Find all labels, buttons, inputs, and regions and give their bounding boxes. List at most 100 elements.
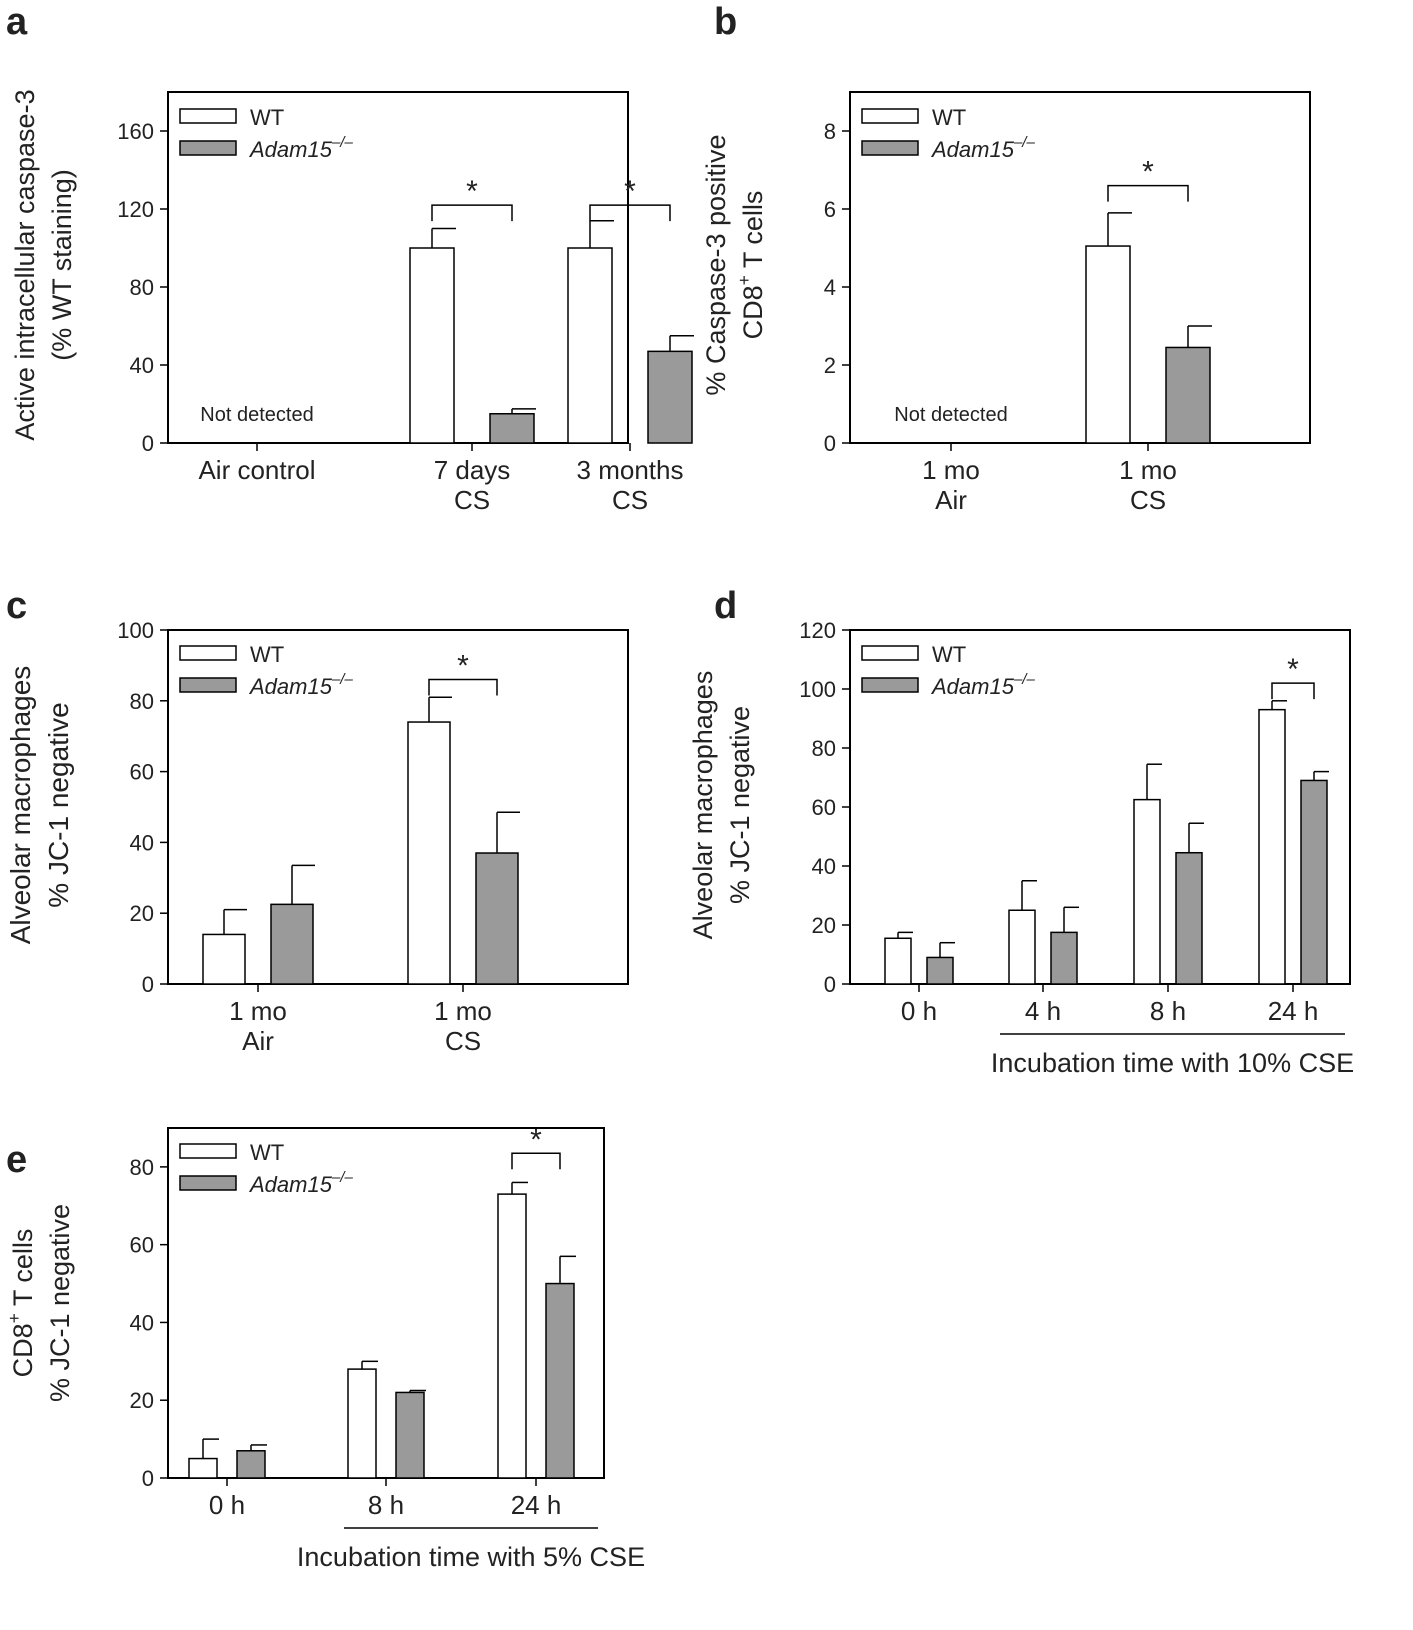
y-axis-label-line: Active intracellular caspase-3	[10, 89, 40, 440]
x-tick-label: Air	[242, 1026, 274, 1056]
panel-label-c: c	[6, 585, 27, 627]
legend-label-adam15-superscript: –/–	[331, 134, 354, 151]
significance-star: *	[530, 1123, 542, 1156]
legend-swatch-adam15	[861, 140, 919, 156]
significance-bracket	[1271, 682, 1315, 700]
y-axis-label-line: % JC-1 negative	[725, 706, 755, 904]
bar-wt	[202, 933, 246, 985]
y-axis-label: CD8+ T cells% JC-1 negative	[4, 1204, 75, 1402]
legend-swatch-wt	[179, 108, 237, 124]
legend-label-adam15: Adam15–/–	[248, 134, 353, 162]
significance-star: *	[1287, 653, 1299, 686]
y-axis-label: % Caspase-3 positive CD8+ T cells	[701, 134, 768, 395]
y-tick-label: 40	[130, 830, 154, 855]
chart-panel-c: 0 20 40 60 80 100 Alveolar macrophages% JC-1 n…	[5, 618, 629, 1056]
panel-label-e: e	[6, 1139, 27, 1181]
significance-bracket	[428, 678, 498, 696]
x-axis-label: Incubation time with 5% CSE	[297, 1542, 645, 1572]
significance-bracket	[511, 1152, 561, 1170]
x-tick-label: CS	[612, 485, 648, 515]
plot-frame	[849, 91, 1311, 444]
y-tick-label: 60	[130, 1233, 154, 1258]
y-tick-label: 100	[799, 677, 836, 702]
legend-label-adam15-superscript: –/–	[1013, 671, 1036, 688]
legend-label-adam15-text: Adam15	[248, 674, 333, 699]
panel-label-a: a	[6, 1, 28, 43]
y-tick-label: 80	[130, 275, 154, 300]
y-tick-label: 2	[824, 353, 836, 378]
x-tick-label: CS	[454, 485, 490, 515]
legend-label-adam15: Adam15–/–	[248, 1169, 353, 1197]
bar-wt	[1258, 708, 1286, 985]
bar-adam15	[395, 1391, 425, 1479]
bar-adam15	[475, 852, 519, 985]
x-tick-label: 3 months	[577, 455, 684, 485]
bar-adam15	[270, 903, 314, 985]
y-tick-label: 160	[117, 119, 154, 144]
chart-panel-a: 0 40 80 120 160 Active intracellular caspase-…	[10, 89, 694, 515]
y-axis-label-line: T cells	[8, 1229, 38, 1314]
legend-swatch-adam15	[861, 677, 919, 693]
y-axis-label-line: T cells	[738, 191, 768, 276]
y-axis-label-line: Alveolar macrophages	[5, 666, 36, 945]
y-tick-label: 100	[117, 618, 154, 643]
y-axis-label-line: % JC-1 negative	[43, 702, 74, 907]
bar-adam15	[545, 1282, 575, 1479]
bar-wt	[1085, 245, 1131, 444]
plot-frame	[167, 629, 629, 985]
y-axis-label-line: CD8	[8, 1323, 38, 1377]
y-axis-label-line: (% WT staining)	[47, 169, 77, 361]
chart-panel-e: 0 20 40 60 80 CD8+ T cells% JC-1 negative 0 h 8…	[4, 1123, 645, 1572]
y-tick-label: 0	[824, 972, 836, 997]
y-axis-label: Alveolar macrophages% JC-1 negative	[688, 671, 755, 940]
significance-star: *	[457, 650, 469, 683]
y-tick-label: 120	[799, 618, 836, 643]
bar-wt	[347, 1368, 377, 1479]
y-tick-label: 0	[142, 431, 154, 456]
legend-label-adam15-text: Adam15	[930, 137, 1015, 162]
significance-star: *	[466, 175, 478, 208]
legend-label-wt: WT	[932, 105, 966, 130]
plot-frame	[167, 91, 629, 444]
y-axis-label-line: % Caspase-3 positive	[701, 134, 731, 395]
x-tick-label: 1 mo	[434, 996, 492, 1026]
x-tick-label: 8 h	[1150, 996, 1186, 1026]
y-axis-label-superscript: +	[4, 1313, 24, 1323]
y-tick-label: 0	[142, 1466, 154, 1491]
x-tick-label: 24 h	[1268, 996, 1319, 1026]
y-axis-label-line: CD8	[738, 285, 768, 339]
bar-adam15	[489, 413, 535, 444]
x-tick-label: 1 mo	[922, 455, 980, 485]
bar-adam15	[926, 956, 954, 985]
legend-label-adam15: Adam15–/–	[248, 671, 353, 699]
legend-swatch-wt	[861, 645, 919, 661]
legend-label-wt: WT	[932, 642, 966, 667]
legend-label-adam15-superscript: –/–	[331, 1169, 354, 1186]
bar-wt	[1133, 798, 1161, 985]
y-tick-label: 40	[130, 353, 154, 378]
y-tick-label: 20	[130, 901, 154, 926]
x-tick-label: 8 h	[368, 1490, 404, 1520]
legend-label-adam15-superscript: –/–	[331, 671, 354, 688]
y-tick-label: 120	[117, 197, 154, 222]
y-tick-label: 4	[824, 275, 836, 300]
bar-adam15	[1300, 779, 1328, 985]
panel-label-b: b	[714, 1, 737, 43]
y-tick-label: 8	[824, 119, 836, 144]
x-tick-label: 0 h	[901, 996, 937, 1026]
y-tick-label: 6	[824, 197, 836, 222]
legend-label-adam15-superscript: –/–	[1013, 134, 1036, 151]
chart-panel-b: 0 2 4 6 8 % Caspase-3 positive CD8+ T cells 1 m…	[701, 91, 1311, 515]
chart-panel-d: 0 20 40 60 80 100 120 Alveolar macrophages% JC-…	[688, 618, 1354, 1078]
bar-wt	[567, 247, 613, 444]
x-tick-label: 0 h	[209, 1490, 245, 1520]
x-tick-label: 1 mo	[229, 996, 287, 1026]
y-axis-label: Active intracellular caspase-3 (% WT stai…	[10, 89, 77, 440]
bar-wt	[407, 721, 451, 985]
legend-label-adam15: Adam15–/–	[930, 134, 1035, 162]
y-axis-label-line: Alveolar macrophages	[688, 671, 718, 940]
significance-bracket	[1107, 184, 1189, 202]
x-tick-label: Air control	[198, 455, 315, 485]
bar-adam15	[236, 1450, 266, 1479]
legend-swatch-wt	[861, 108, 919, 124]
